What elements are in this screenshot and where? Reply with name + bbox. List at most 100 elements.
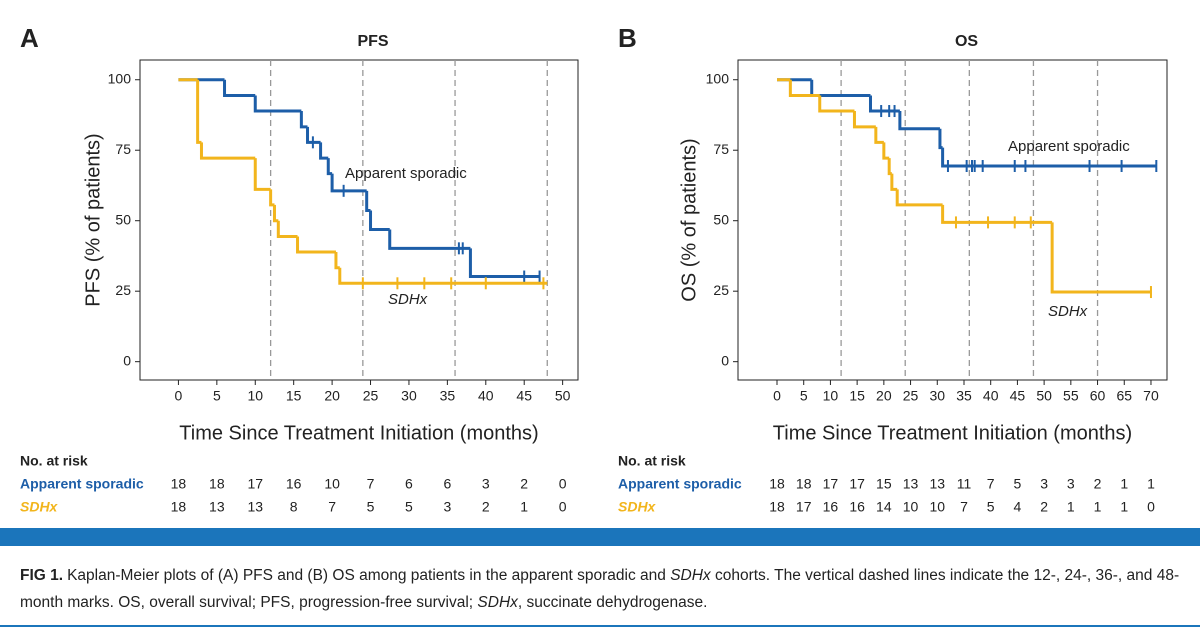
risk-count: 18 — [171, 499, 187, 515]
risk-count: 5 — [367, 499, 375, 515]
x-tick-label: 20 — [876, 388, 892, 404]
survival-step — [890, 173, 898, 191]
risk-row-label: SDHx — [20, 499, 59, 515]
risk-count: 3 — [1067, 476, 1075, 492]
caption-text: , succinate dehydrogenase. — [517, 594, 708, 611]
annotation: SDHx — [1048, 303, 1088, 320]
risk-count: 0 — [559, 476, 567, 492]
divider-rule — [0, 625, 1200, 627]
y-tick-label: 0 — [123, 352, 131, 368]
survival-step — [882, 142, 890, 160]
survival-step — [276, 220, 298, 238]
survival-step — [788, 79, 820, 98]
survival-step — [296, 236, 336, 254]
risk-count: 6 — [443, 476, 451, 492]
caption-text: Kaplan-Meier plots of (A) PFS and (B) OS… — [67, 567, 671, 584]
risk-count: 17 — [247, 476, 263, 492]
risk-count: 17 — [823, 476, 839, 492]
x-tick-label: 40 — [983, 388, 999, 404]
chart-title: OS — [955, 33, 978, 50]
risk-count: 0 — [1147, 499, 1155, 515]
risk-count: 6 — [405, 476, 413, 492]
survival-step — [895, 189, 943, 207]
panel-label: B — [618, 23, 637, 53]
y-axis-label: OS (% of patients) — [678, 138, 700, 301]
risk-count: 4 — [1014, 499, 1022, 515]
risk-count: 1 — [1120, 499, 1128, 515]
x-tick-label: 20 — [324, 388, 340, 404]
survival-step — [253, 95, 302, 113]
x-tick-label: 50 — [555, 388, 571, 404]
risk-count: 10 — [903, 499, 919, 515]
risk-count: 13 — [209, 499, 225, 515]
risk-count: 3 — [1040, 476, 1048, 492]
x-tick-label: 50 — [1036, 388, 1052, 404]
plot-frame — [139, 59, 579, 381]
risk-count: 5 — [1014, 476, 1022, 492]
x-tick-label: 10 — [823, 388, 839, 404]
survival-step — [334, 252, 340, 270]
y-tick-label: 25 — [115, 282, 131, 298]
y-tick-label: 50 — [115, 211, 131, 227]
x-tick-label: 0 — [175, 388, 183, 404]
risk-count: 3 — [482, 476, 490, 492]
risk-count: 17 — [849, 476, 865, 492]
risk-count: 2 — [1040, 499, 1048, 515]
x-tick-label: 15 — [286, 388, 302, 404]
survival-step — [898, 111, 940, 131]
survival-step — [272, 204, 279, 223]
annotation: SDHx — [388, 291, 428, 308]
risk-count: 15 — [876, 476, 892, 492]
x-tick-label: 45 — [1010, 388, 1026, 404]
risk-count: 7 — [328, 499, 336, 515]
caption-text: SDHx — [477, 594, 518, 611]
x-tick-label: 55 — [1063, 388, 1079, 404]
caption-label: FIG 1. — [20, 567, 64, 584]
survival-step — [306, 126, 321, 144]
risk-row-label: SDHx — [618, 499, 657, 515]
survival-step — [874, 126, 884, 144]
annotation: Apparent sporadic — [345, 165, 467, 182]
risk-count: 16 — [849, 499, 865, 515]
survival-step — [941, 204, 1053, 224]
risk-count: 7 — [960, 499, 968, 515]
survival-step — [199, 142, 256, 160]
survival-step — [319, 142, 329, 160]
x-tick-label: 30 — [929, 388, 945, 404]
caption-text: cohorts. The vertical dashed lines indic… — [20, 567, 1180, 611]
survival-step — [253, 158, 271, 191]
x-tick-label: 10 — [247, 388, 263, 404]
x-tick-label: 45 — [516, 388, 532, 404]
risk-count: 18 — [171, 476, 187, 492]
risk-count: 3 — [443, 499, 451, 515]
risk-count: 1 — [1147, 476, 1155, 492]
y-tick-label: 100 — [706, 70, 730, 86]
survival-step — [269, 189, 275, 207]
survival-step — [1050, 222, 1151, 294]
risk-count: 5 — [405, 499, 413, 515]
y-tick-label: 100 — [108, 70, 132, 86]
survival-step — [852, 111, 876, 129]
risk-count: 13 — [929, 476, 945, 492]
x-tick-label: 0 — [773, 388, 781, 404]
y-axis-label: PFS (% of patients) — [82, 133, 104, 306]
risk-table-title: No. at risk — [618, 453, 686, 469]
annotation: Apparent sporadic — [1008, 138, 1130, 155]
y-tick-label: 0 — [721, 352, 729, 368]
x-tick-label: 30 — [401, 388, 417, 404]
risk-count: 2 — [482, 499, 490, 515]
x-tick-label: 40 — [478, 388, 494, 404]
survival-step — [887, 158, 892, 176]
survival-step — [818, 95, 855, 113]
survival-step — [365, 190, 371, 213]
chart-title: PFS — [357, 33, 388, 50]
x-tick-label: 70 — [1143, 388, 1159, 404]
y-tick-label: 25 — [713, 282, 729, 298]
divider-band — [0, 528, 1200, 546]
caption: FIG 1. Kaplan-Meier plots of (A) PFS and … — [20, 562, 1198, 616]
risk-row-label: Apparent sporadic — [618, 476, 742, 492]
y-tick-label: 50 — [713, 211, 729, 227]
survival-step — [326, 158, 333, 176]
y-tick-label: 75 — [713, 141, 729, 157]
